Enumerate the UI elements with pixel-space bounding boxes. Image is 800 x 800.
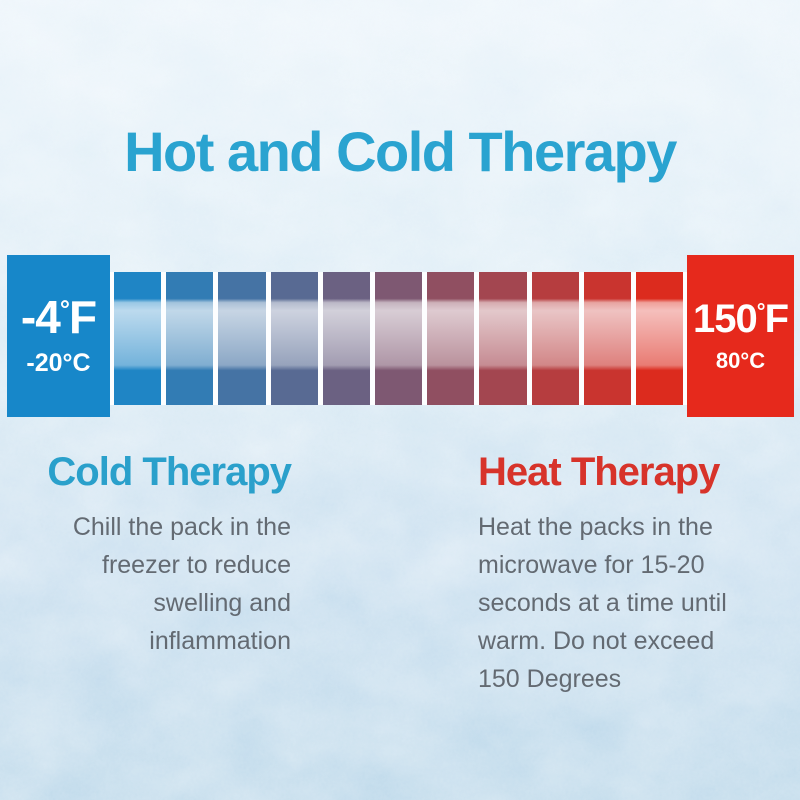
temperature-segment — [322, 272, 370, 405]
cold-f-unit: F — [68, 291, 97, 343]
temperature-segment — [218, 272, 266, 405]
temperature-segment — [427, 272, 475, 405]
gradient-segment-strip — [110, 272, 687, 405]
hot-f-number: 150 — [693, 296, 758, 341]
hot-celsius-label: 80°C — [715, 347, 766, 373]
temperature-segment — [479, 272, 527, 405]
cold-fahrenheit-label: -4°F — [20, 291, 97, 343]
hot-endcap: 150°F 80°C — [687, 255, 794, 417]
temperature-segment — [531, 272, 579, 405]
temperature-segment — [114, 272, 162, 405]
degree-symbol: ° — [59, 295, 70, 324]
hot-f-unit: F — [764, 296, 789, 341]
text-line: 150 Degrees — [478, 665, 622, 693]
text-line: Heat the packs in the — [478, 513, 713, 541]
text-line: Chill the pack in the — [72, 513, 291, 541]
cold-celsius-label: -20°C — [26, 349, 91, 377]
temperature-segment — [166, 272, 214, 405]
text-line: freezer to reduce — [102, 551, 291, 579]
hot-fahrenheit-label: 150°F — [693, 296, 789, 341]
text-line: seconds at a time until — [478, 589, 727, 617]
temperature-segment — [374, 272, 423, 405]
page-title: Hot and Cold Therapy — [124, 120, 677, 183]
temperature-segment — [583, 272, 631, 405]
temperature-segment — [270, 272, 318, 405]
heat-therapy-heading: Heat Therapy — [478, 450, 720, 494]
text-line: warm. Do not exceed — [478, 627, 715, 655]
text-line: microwave for 15-20 — [478, 551, 705, 579]
cold-therapy-heading: Cold Therapy — [47, 450, 292, 494]
text-line: inflammation — [149, 627, 291, 655]
degree-symbol: ° — [756, 297, 766, 323]
cold-endcap: -4°F -20°C — [7, 255, 110, 417]
cold-therapy-description: Chill the pack in the freezer to reduce … — [10, 508, 291, 660]
heat-therapy-description: Heat the packs in the microwave for 15-2… — [478, 508, 788, 698]
text-line: swelling and — [153, 589, 291, 617]
cold-f-number: -4 — [20, 291, 61, 343]
temperature-segment — [635, 272, 684, 405]
